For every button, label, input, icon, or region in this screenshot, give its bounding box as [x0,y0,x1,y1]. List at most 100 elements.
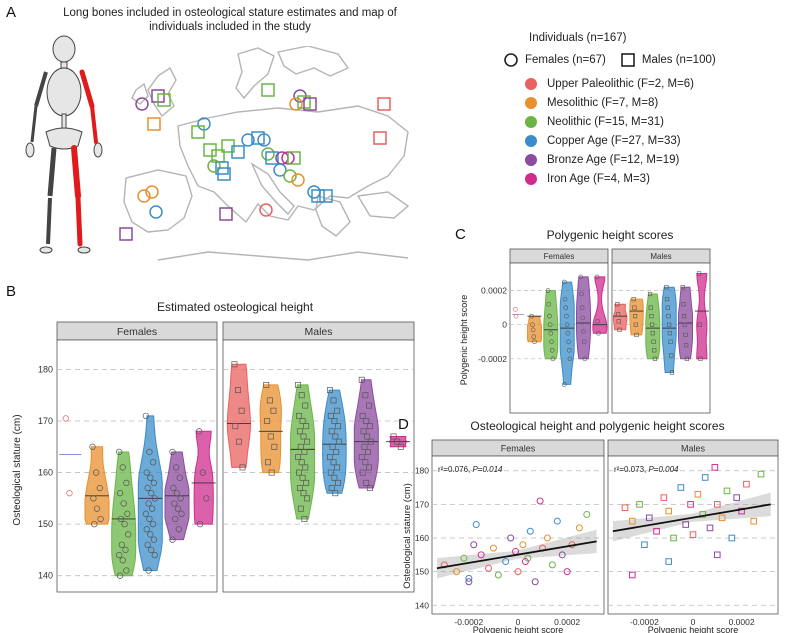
panel-c-point [530,322,535,328]
panel-a-title-line1: Long bones included in osteological stat… [63,7,397,19]
panel-a-letter: A [6,4,17,21]
legend-color-dot [525,172,537,185]
panel-d-point [689,531,697,538]
panel-b-group-violin [226,363,252,468]
panel-b-point [359,469,366,476]
panel-b-point [199,469,206,476]
panel-d-point [485,564,493,572]
panel-d-point [460,554,468,562]
panel-d-point [665,507,673,515]
panel-b-point [296,428,303,435]
panel-c-point [549,347,555,353]
panel-c-point [513,313,519,319]
panel-b-point [142,510,149,517]
panel-c-group-violin [576,276,591,360]
panel-b-point [149,520,157,528]
map-marker-male [287,151,301,165]
panel-a-title: Long bones included in osteological stat… [30,6,430,34]
panel-d-facet-label: Males [681,444,706,454]
panel-b-point [174,505,182,512]
panel-b-point [169,448,176,456]
legend-period-label: Neolithic (F=15, M=31) [547,115,664,128]
panel-b-point [366,402,372,409]
panel-d-point [723,487,731,495]
panel-b-point [329,443,336,450]
panel-b-point [150,479,158,487]
map-marker-female [145,185,159,199]
panel-b-facet-frame [56,339,218,593]
panel-d-stats-p: P=0.014 [472,465,503,474]
panel-b-chart: Osteological stature (cm) 180 170 160 150 140… [12,321,415,593]
right-tibia-highlight [75,195,83,247]
left-forearm [30,105,38,143]
panel-d-point [636,501,643,508]
panel-c-point [650,331,655,336]
panel-b-point [297,505,304,512]
panel-d-stats-r2: r²=0.076, [438,465,472,474]
panel-d-ytick: 160 [415,533,429,543]
legend-period-label: Mesolithic (F=7, M=8) [547,96,659,109]
finland [277,46,350,77]
panel-b-point [232,423,239,430]
panel-b-point [121,520,128,528]
panel-b-point [271,443,278,450]
map-marker-male [377,97,391,111]
panel-d-point [718,514,726,522]
male-square-icon [621,53,635,67]
panel-c-point [682,322,687,327]
panel-c-point [667,322,672,327]
panel-c-point [532,339,537,345]
panel-b-point [118,541,126,548]
panel-c-point [649,314,654,319]
panel-b-point [394,438,401,445]
panel-c-point [631,297,636,302]
panel-b-point [331,474,338,481]
panel-d-letter: D [398,416,409,433]
panel-b-point [146,515,153,523]
panel-c-point [651,339,656,344]
panel-d-stats: r²=0.076, P=0.014 [438,465,503,474]
panel-b-facet-label: Males [304,326,332,338]
panel-d-stats-r2: r²=0.073, [614,465,648,474]
panel-b-point [238,407,245,414]
panel-b-point [297,443,304,450]
panel-b-facet-label: Females [117,326,157,338]
panel-b-point [119,557,126,564]
panel-b-point [301,449,308,455]
panel-b-point [299,474,306,481]
panel-b-point [178,510,185,517]
map-marker-male [147,117,161,131]
panel-b-point [146,448,153,456]
panel-c-point [652,356,658,361]
legend-period-item: Iron Age (F=4, M=3) [525,169,783,188]
panel-c-point [647,291,653,297]
panel-b-ytick: 150 [38,519,53,529]
panel-d-point [660,494,668,501]
panel-d-point [521,558,529,566]
panel-d-xtick: 0.0002 [729,617,755,627]
panel-c-group-violin [696,273,708,360]
panel-c-point [513,307,518,312]
panel-b-point [268,469,275,476]
panel-d-xtick: -0.0002 [630,617,659,627]
panel-d-point [682,521,690,528]
panel-d-point [701,474,709,481]
map-marker-male [157,93,171,107]
legend-sex: Females (n=67) Males (n=100) [503,50,783,70]
panel-b-point [203,495,210,502]
panel-c-point [567,356,573,362]
map-marker-male [311,189,325,203]
anatolia [356,191,410,219]
panel-b-point [296,469,302,476]
panel-b-point [358,454,365,461]
legend-period-item: Bronze Age (F=12, M=19) [525,150,783,169]
panel-d-point [711,464,719,471]
panel-b-point [270,407,277,414]
panel-c-group-violin [543,290,559,360]
panel-c-point [581,329,586,334]
panel-d-point [694,490,702,498]
panel-b-point [266,397,273,404]
panel-c-point [566,347,572,353]
map-marker-male [373,131,387,145]
legend-period-item: Copper Age (F=27, M=33) [525,131,783,150]
